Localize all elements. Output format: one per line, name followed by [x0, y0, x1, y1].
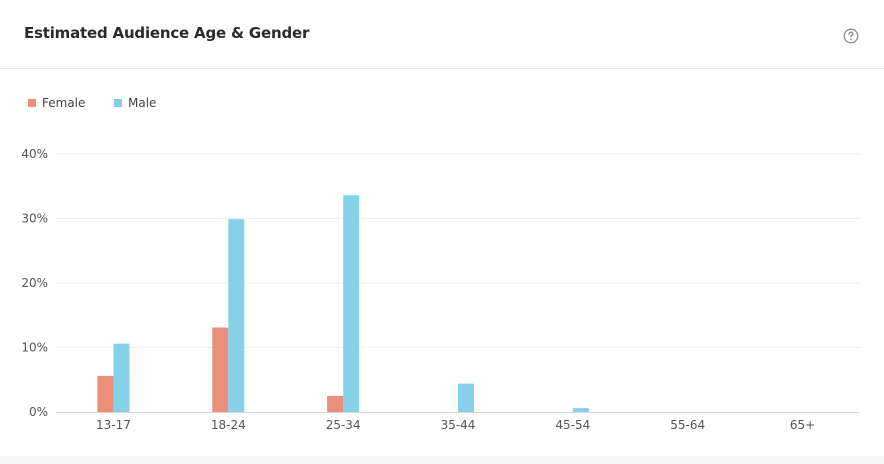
x-tick-label: 13-17 [96, 418, 131, 432]
x-tick-label: 55-64 [670, 418, 705, 432]
bar-male-25-34 [343, 195, 360, 412]
bar-female-25-34 [327, 395, 344, 412]
legend-swatch-female [28, 99, 36, 107]
legend-swatch-male [114, 99, 122, 107]
legend-label-male: Male [128, 96, 157, 110]
y-tick-label: 10% [21, 341, 48, 355]
card-header: Estimated Audience Age & Gender [0, 0, 884, 69]
bar-female-18-24 [212, 327, 229, 412]
legend-item-female[interactable]: Female [28, 96, 85, 110]
y-tick-label: 0% [29, 405, 48, 419]
y-tick-label: 40% [21, 147, 48, 161]
legend-item-male[interactable]: Male [114, 96, 156, 110]
x-tick-label: 18-24 [211, 418, 246, 432]
chart-title: Estimated Audience Age & Gender [24, 24, 310, 42]
y-tick-label: 20% [21, 276, 48, 290]
x-tick-label: 35-44 [441, 418, 476, 432]
x-tick-label: 45-54 [555, 418, 590, 432]
bar-male-18-24 [228, 219, 245, 412]
bar-male-35-44 [458, 383, 474, 412]
question-circle-icon[interactable] [843, 28, 859, 44]
x-tick-label: 25-34 [326, 418, 361, 432]
x-tick-label: 65+ [790, 418, 815, 432]
bar-female-13-17 [97, 375, 114, 412]
bar-chart: 0% 10% 20% 30% 40% 13-17 18-24 25-34 35-44 45-54 5… [21, 147, 860, 432]
bar-male-13-17 [113, 343, 130, 412]
legend-label-female: Female [42, 96, 86, 110]
y-tick-label: 30% [21, 212, 48, 226]
bar-male-45-54 [572, 408, 589, 412]
